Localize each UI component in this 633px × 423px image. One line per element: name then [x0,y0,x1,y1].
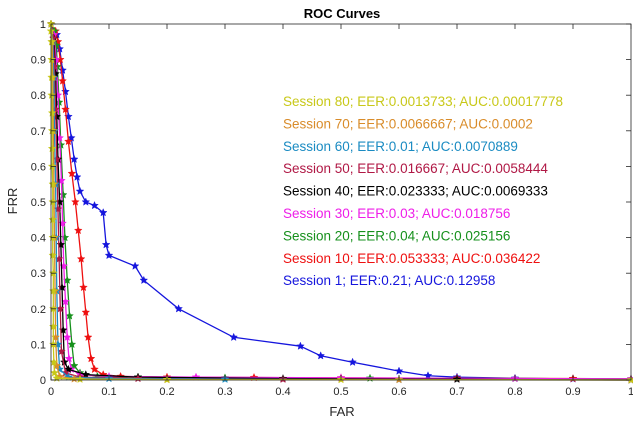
x-tick-label: 0.4 [275,386,290,398]
data-point [67,169,77,178]
series-group [46,19,633,383]
legend-entry: Session 80; EER:0.0013733; AUC:0.0001777… [283,94,563,109]
data-point [174,304,183,313]
y-tick-label: 0.4 [31,233,46,245]
series-line [50,23,632,381]
data-point [58,76,67,85]
data-point [64,354,74,363]
x-tick-label: 0.6 [391,386,406,398]
data-point [90,364,99,373]
y-tick-label: 0.6 [31,161,46,173]
data-point [83,332,93,341]
series-group [46,19,633,383]
data-point [49,286,58,295]
data-point [86,354,96,363]
data-point [47,72,56,82]
series-line [50,23,632,380]
data-point [61,104,70,114]
series-group [46,19,633,383]
data-point [229,332,238,341]
y-axis-label: FRR [5,188,20,215]
series-group [46,19,633,384]
x-tick-label: 0.7 [449,386,464,398]
data-point [76,254,86,263]
x-tick-label: 1 [628,386,633,398]
y-tick-label: 0.7 [31,126,46,138]
x-tick-label: 0 [48,386,54,398]
data-point [101,240,111,249]
data-point [71,197,80,206]
y-tick-label: 0.5 [31,197,46,209]
legend: Session 80; EER:0.0013733; AUC:0.0001777… [283,94,563,288]
series-line [50,23,632,380]
series-group [46,19,633,384]
y-tick-label: 0.9 [31,55,46,67]
data-point [69,361,79,370]
legend-entry: Session 30; EER:0.03; AUC:0.018756 [283,206,510,221]
y-tick-label: 1 [40,19,46,31]
series-line [50,23,632,381]
data-point [81,307,91,317]
x-tick-label: 0.2 [159,386,174,398]
data-point [47,108,57,117]
legend-entry: Session 10; EER:0.053333; AUC:0.036422 [283,251,540,266]
y-tick-label: 0.1 [31,339,46,351]
plot-area [46,19,633,384]
data-point [47,144,57,153]
x-tick-label: 0.5 [333,386,348,398]
data-point [64,364,73,373]
series-line [50,23,632,381]
data-point [81,197,91,206]
chart-title: ROC Curves [304,6,381,21]
series-group [46,19,633,384]
series-line [50,24,632,381]
x-tick-label: 0.8 [507,386,522,398]
y-tick-label: 0.3 [31,268,46,280]
y-tick-label: 0.8 [31,90,46,102]
data-point [75,186,85,195]
x-axis-label: FAR [329,404,354,419]
series-group [46,19,633,384]
data-point [104,250,114,260]
legend-entry: Session 60; EER:0.01; AUC:0.0070889 [283,139,518,154]
data-point [64,136,73,146]
y-tick-label: 0 [40,375,46,387]
data-point [296,341,305,350]
legend-entry: Session 40; EER:0.023333; AUC:0.0069333 [283,184,548,199]
axis-ticks: 0 0.1 0.2 0.3 0.4 0.5 0.6 0.7 0.8 0.9 1 0 0.1 0.2 0.3 0… [31,19,633,398]
data-point [49,322,58,331]
data-point [73,225,83,235]
data-point [79,282,88,292]
data-point [348,357,357,366]
data-point [130,261,140,270]
data-point [72,172,82,181]
x-tick-label: 0.1 [101,386,116,398]
legend-entry: Session 50; EER:0.016667; AUC:0.0058444 [283,161,548,176]
legend-entry: Session 70; EER:0.0066667; AUC:0.0002 [283,116,533,131]
data-point [139,275,149,284]
data-point [47,37,56,46]
data-point [69,154,79,163]
series-group [46,19,633,384]
series-line [50,23,632,381]
data-point [316,351,325,360]
series-group [46,19,633,384]
x-tick-label: 0.3 [217,386,232,398]
data-point [58,65,67,74]
legend-entry: Session 1; EER:0.21; AUC:0.12958 [283,273,495,288]
data-point [50,368,59,377]
data-point [67,339,77,349]
data-point [90,201,99,210]
x-tick-label: 0.9 [565,386,580,398]
axes-box [50,23,632,381]
series-line [50,23,632,380]
legend-entry: Session 20; EER:0.04; AUC:0.025156 [283,228,510,243]
data-point [394,366,404,375]
series-line [50,23,632,381]
data-point [62,332,72,341]
y-tick-label: 0.2 [31,304,46,316]
data-point [75,374,85,383]
data-point [98,208,108,217]
